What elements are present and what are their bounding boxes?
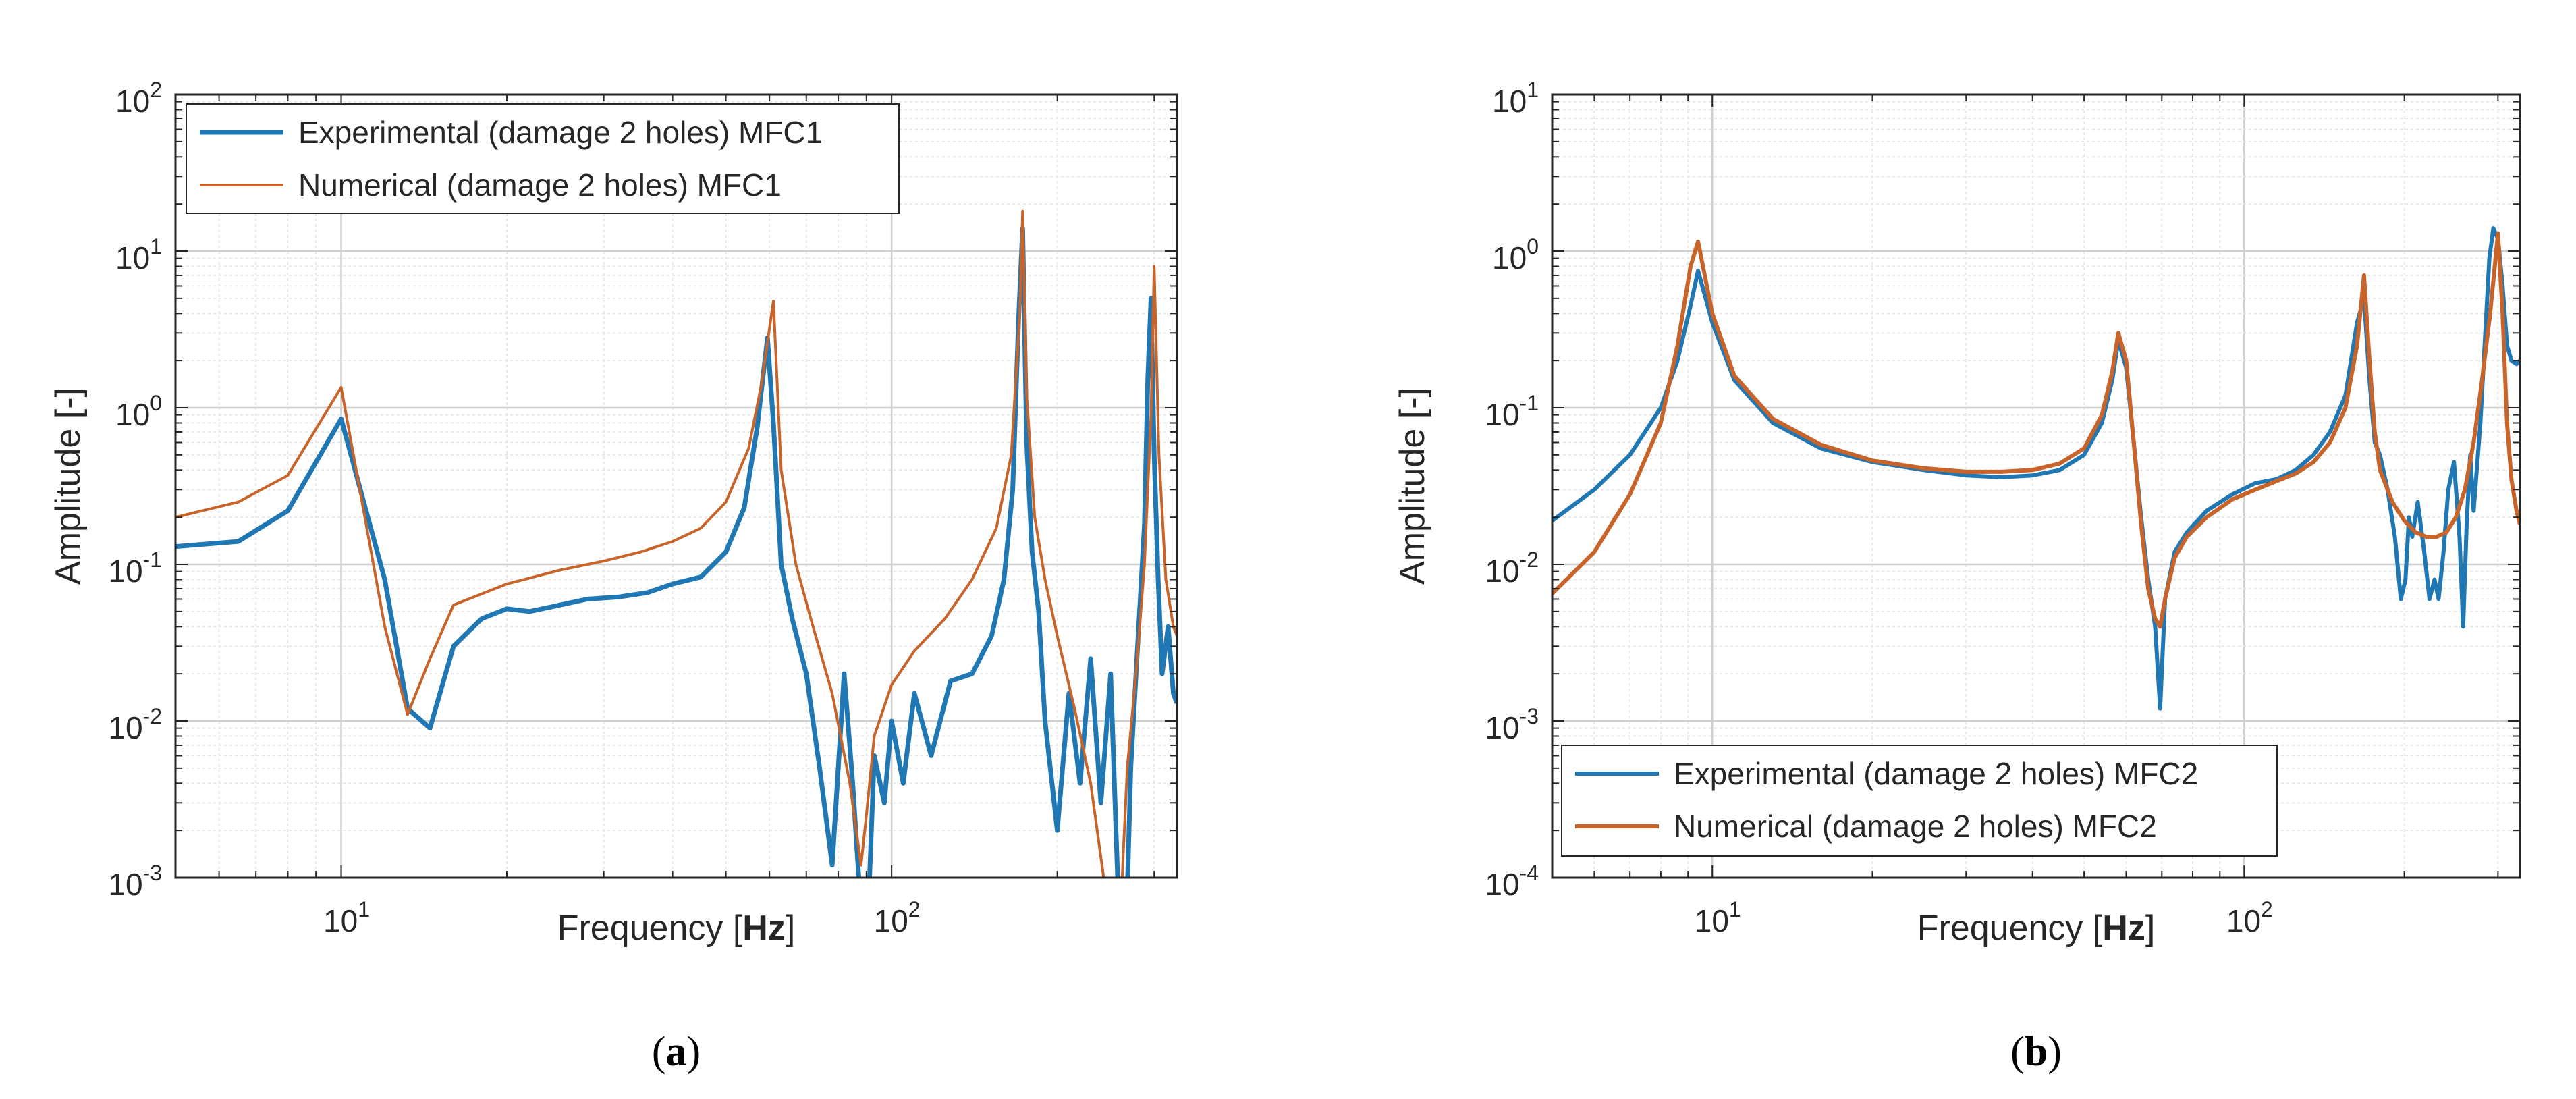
legend-label-experimental: Experimental (damage 2 holes) MFC2: [1674, 756, 2198, 791]
y-tick-label: 101: [115, 234, 162, 275]
legend-label-experimental: Experimental (damage 2 holes) MFC1: [298, 115, 823, 150]
x-tick-labels-a: 101 102: [323, 897, 921, 938]
y-tick-label: 102: [115, 78, 162, 119]
chart-panel-b: 10-4 10-3 10-2 10-1 100 101 101 102 Freq…: [1393, 78, 2521, 1075]
y-tick-label: 10-2: [108, 704, 162, 745]
plot-area-a: [175, 95, 1177, 878]
ticks-b: [1552, 94, 2520, 878]
series-line-a-numerical: [175, 209, 1177, 878]
caption-b: (b): [2010, 1029, 2062, 1075]
legend-a: Experimental (damage 2 holes) MFC1 Numer…: [186, 103, 900, 214]
legend-b: Experimental (damage 2 holes) MFC2 Numer…: [1561, 745, 2278, 857]
y-tick-label: 100: [115, 391, 162, 432]
y-tick-label: 10-3: [1485, 704, 1539, 745]
y-tick-label: 10-3: [108, 861, 162, 902]
legend-box-b: [1561, 745, 2278, 857]
legend-label-numerical: Numerical (damage 2 holes) MFC1: [298, 167, 782, 203]
legend-label-numerical: Numerical (damage 2 holes) MFC2: [1674, 809, 2157, 844]
series-line-a-experimental: [175, 225, 1177, 878]
chart-panel-a: 10-3 10-2 10-1 100 101 102 101 102 Frequ…: [49, 78, 1178, 1075]
y-axis-label-a: Amplitude [-]: [49, 387, 88, 585]
axes-frame-a: [174, 93, 1178, 879]
y-tick-label: 10-1: [108, 547, 162, 589]
y-tick-label: 10-1: [1485, 391, 1539, 432]
x-tick-label: 102: [2226, 897, 2273, 938]
axes-frame-b: [1551, 93, 2521, 879]
x-tick-label: 102: [874, 897, 921, 938]
x-tick-labels-b: 101 102: [1695, 897, 2273, 938]
y-tick-labels-b: 10-4 10-3 10-2 10-1 100 101: [1485, 78, 1539, 902]
y-tick-label: 101: [1492, 78, 1539, 119]
y-tick-label: 10-4: [1485, 861, 1539, 902]
ticks-a: [175, 94, 1177, 878]
x-axis-label-b: Frequency [Hz]: [1917, 909, 2156, 948]
x-axis-label-a: Frequency [Hz]: [557, 909, 796, 948]
caption-a: (a): [652, 1029, 701, 1075]
x-tick-label: 101: [1695, 897, 1741, 938]
y-tick-label: 100: [1492, 234, 1539, 275]
series-line-b-numerical: [1552, 231, 2520, 629]
x-tick-label: 101: [323, 897, 370, 938]
gridlines-b: [1552, 93, 2520, 879]
legend-box-a: [186, 103, 900, 214]
y-tick-labels-a: 10-3 10-2 10-1 100 101 102: [108, 78, 162, 902]
y-axis-label-b: Amplitude [-]: [1393, 387, 1432, 585]
y-tick-label: 10-2: [1485, 547, 1539, 589]
